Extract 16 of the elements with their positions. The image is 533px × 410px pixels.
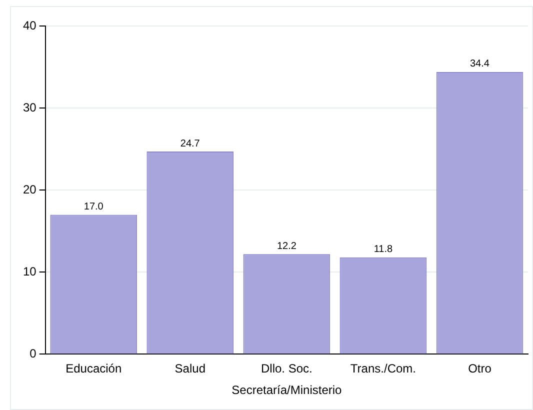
data-label: 34.4: [470, 58, 490, 70]
data-label: 24.7: [180, 138, 200, 150]
y-tick-label: 40: [22, 18, 37, 32]
y-tick-label: 10: [22, 264, 37, 278]
y-tick-label: 30: [22, 100, 37, 114]
data-label: 17.0: [84, 201, 104, 212]
x-tick-label: Salud: [174, 362, 206, 376]
x-axis-title: Secretaría/Ministerio: [232, 383, 342, 398]
x-tick-label: Otro: [468, 362, 492, 376]
x-tick-label: Educación: [66, 362, 122, 376]
x-tick-label: Trans./Com.: [350, 362, 416, 376]
y-tick-label: 0: [30, 346, 37, 361]
data-label: 12.2: [276, 240, 297, 252]
x-tick-label: Dllo. Soc.: [260, 362, 312, 376]
data-label: 11.8: [374, 244, 393, 256]
y-tick-label: 20: [22, 182, 37, 196]
